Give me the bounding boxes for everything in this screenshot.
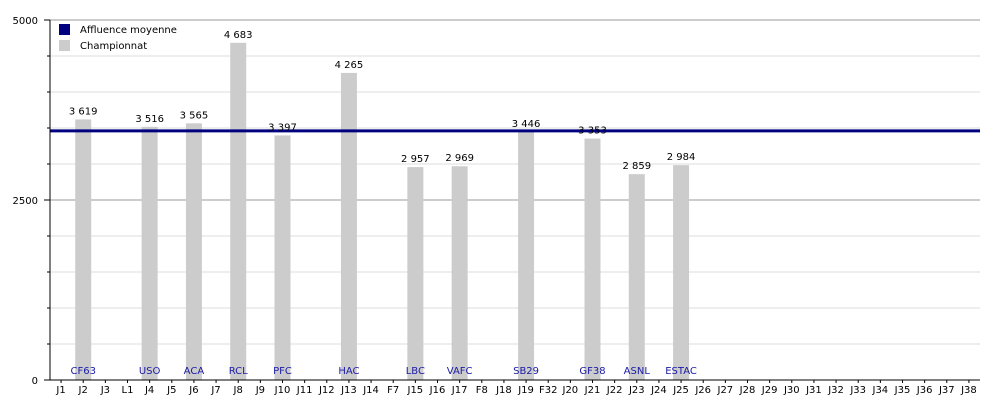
x-tick-label-J18: J18 [495, 385, 512, 396]
value-label-J4: 3 516 [135, 114, 164, 125]
x-tick-label-F7: F7 [387, 385, 399, 396]
x-tick-label-J37: J37 [938, 385, 955, 396]
bars [75, 42, 690, 381]
x-tick-label-J38: J38 [960, 385, 977, 396]
x-tick-label-J25: J25 [672, 385, 689, 396]
x-tick-label-J27: J27 [717, 385, 734, 396]
x-tick-label-J21: J21 [584, 385, 601, 396]
legend: Affluence moyenne Championnat [59, 24, 177, 52]
grid-lines [50, 19, 980, 345]
legend-label-average: Affluence moyenne [80, 25, 177, 36]
value-label-J10: 3 397 [268, 122, 297, 133]
x-tick-label-J28: J28 [739, 385, 756, 396]
x-tick-label-J23: J23 [628, 385, 645, 396]
bar-J2 [75, 119, 92, 380]
opponent-label-USO: USO [139, 366, 161, 377]
x-tick-label-J16: J16 [429, 385, 446, 396]
opponent-label-SB29: SB29 [513, 366, 539, 377]
legend-swatch-average [59, 24, 70, 35]
x-tick-label-J11: J11 [296, 385, 313, 396]
opponent-label-RCL: RCL [229, 366, 248, 377]
x-tick-label-J22: J22 [606, 385, 623, 396]
x-tick-label-J19: J19 [517, 385, 534, 396]
y-tick-label: 5000 [13, 16, 38, 27]
value-label-J8: 4 683 [224, 30, 253, 41]
x-tick-label-J29: J29 [761, 385, 778, 396]
value-label-J15: 2 957 [401, 154, 430, 165]
x-tick-label-F32: F32 [539, 385, 557, 396]
axes: 0 2500 5000 J1 J2 J3 L1 J4 J5 J6 J7 J8 J9 J10 J11 J12 J1… [13, 16, 980, 396]
legend-swatch-championnat [59, 40, 70, 51]
y-tick-label: 0 [32, 376, 38, 387]
x-tick-label-J13: J13 [340, 385, 357, 396]
bar-J15 [407, 167, 424, 380]
x-tick-label-J20: J20 [562, 385, 579, 396]
bar-J21 [584, 138, 601, 380]
bar-J8 [230, 42, 247, 380]
value-label-J2: 3 619 [69, 106, 98, 117]
value-label-J6: 3 565 [180, 110, 209, 121]
value-label-J25: 2 984 [667, 152, 696, 163]
opponent-label-ACA: ACA [184, 366, 205, 377]
labels: 3 619 3 516 3 565 4 683 3 397 4 265 2 957 2 969… [69, 30, 697, 377]
x-tick-label-J6: J6 [188, 385, 198, 396]
opponent-label-CF63: CF63 [70, 366, 95, 377]
opponent-label-ASNL: ASNL [624, 366, 651, 377]
bar-J10 [274, 135, 291, 380]
x-tick-label-J35: J35 [894, 385, 911, 396]
value-label-J13: 4 265 [335, 60, 364, 71]
opponent-label-ESTAC: ESTAC [665, 366, 697, 377]
x-tick-label-J4: J4 [144, 385, 154, 396]
x-tick-label-J34: J34 [872, 385, 889, 396]
opponent-label-LBC: LBC [406, 366, 425, 377]
x-tick-label-J9: J9 [255, 385, 265, 396]
bar-J13 [340, 72, 357, 381]
opponent-label-VAFC: VAFC [447, 366, 473, 377]
x-tick-label-J26: J26 [694, 385, 711, 396]
legend-label-championnat: Championnat [80, 41, 147, 52]
bar-J19 [518, 131, 535, 380]
opponent-label-GF38: GF38 [579, 366, 605, 377]
value-label-J21: 3 353 [578, 126, 607, 137]
x-tick-label-L1: L1 [122, 385, 134, 396]
x-tick-label-J12: J12 [318, 385, 335, 396]
x-tick-label-J32: J32 [827, 385, 844, 396]
value-label-J19: 3 446 [512, 119, 541, 130]
x-tick-label-J17: J17 [451, 385, 468, 396]
opponent-label-PFC: PFC [273, 366, 292, 377]
opponent-label-HAC: HAC [338, 366, 359, 377]
x-tick-label-J3: J3 [100, 385, 110, 396]
bar-J17 [451, 166, 468, 380]
x-tick-label-J5: J5 [166, 385, 176, 396]
x-tick-label-J30: J30 [783, 385, 800, 396]
x-tick-label-J33: J33 [849, 385, 866, 396]
x-tick-label-J24: J24 [650, 385, 667, 396]
x-tick-label-J36: J36 [916, 385, 933, 396]
x-tick-label-J14: J14 [362, 385, 379, 396]
bar-J25 [673, 165, 690, 380]
x-tick-label-J1: J1 [55, 385, 65, 396]
x-tick-label-J31: J31 [805, 385, 822, 396]
value-label-J17: 2 969 [445, 153, 474, 164]
value-label-J23: 2 859 [622, 161, 651, 172]
y-tick-label: 2500 [13, 196, 38, 207]
bar-J23 [628, 174, 645, 380]
x-tick-label-F8: F8 [476, 385, 488, 396]
x-tick-label-J2: J2 [78, 385, 88, 396]
x-tick-label-J7: J7 [210, 385, 220, 396]
x-tick-label-J8: J8 [233, 385, 243, 396]
bar-J6 [185, 123, 202, 380]
bar-J4 [141, 126, 158, 381]
x-tick-label-J10: J10 [274, 385, 291, 396]
x-tick-label-J15: J15 [407, 385, 424, 396]
